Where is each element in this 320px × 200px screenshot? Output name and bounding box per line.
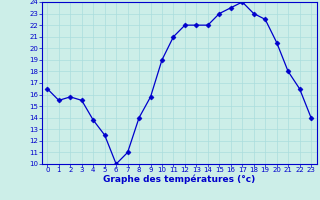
X-axis label: Graphe des températures (°c): Graphe des températures (°c) — [103, 175, 255, 184]
